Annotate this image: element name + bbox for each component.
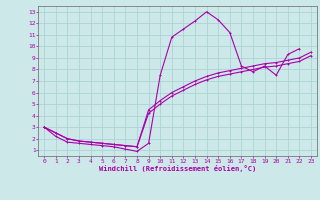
X-axis label: Windchill (Refroidissement éolien,°C): Windchill (Refroidissement éolien,°C): [99, 165, 256, 172]
